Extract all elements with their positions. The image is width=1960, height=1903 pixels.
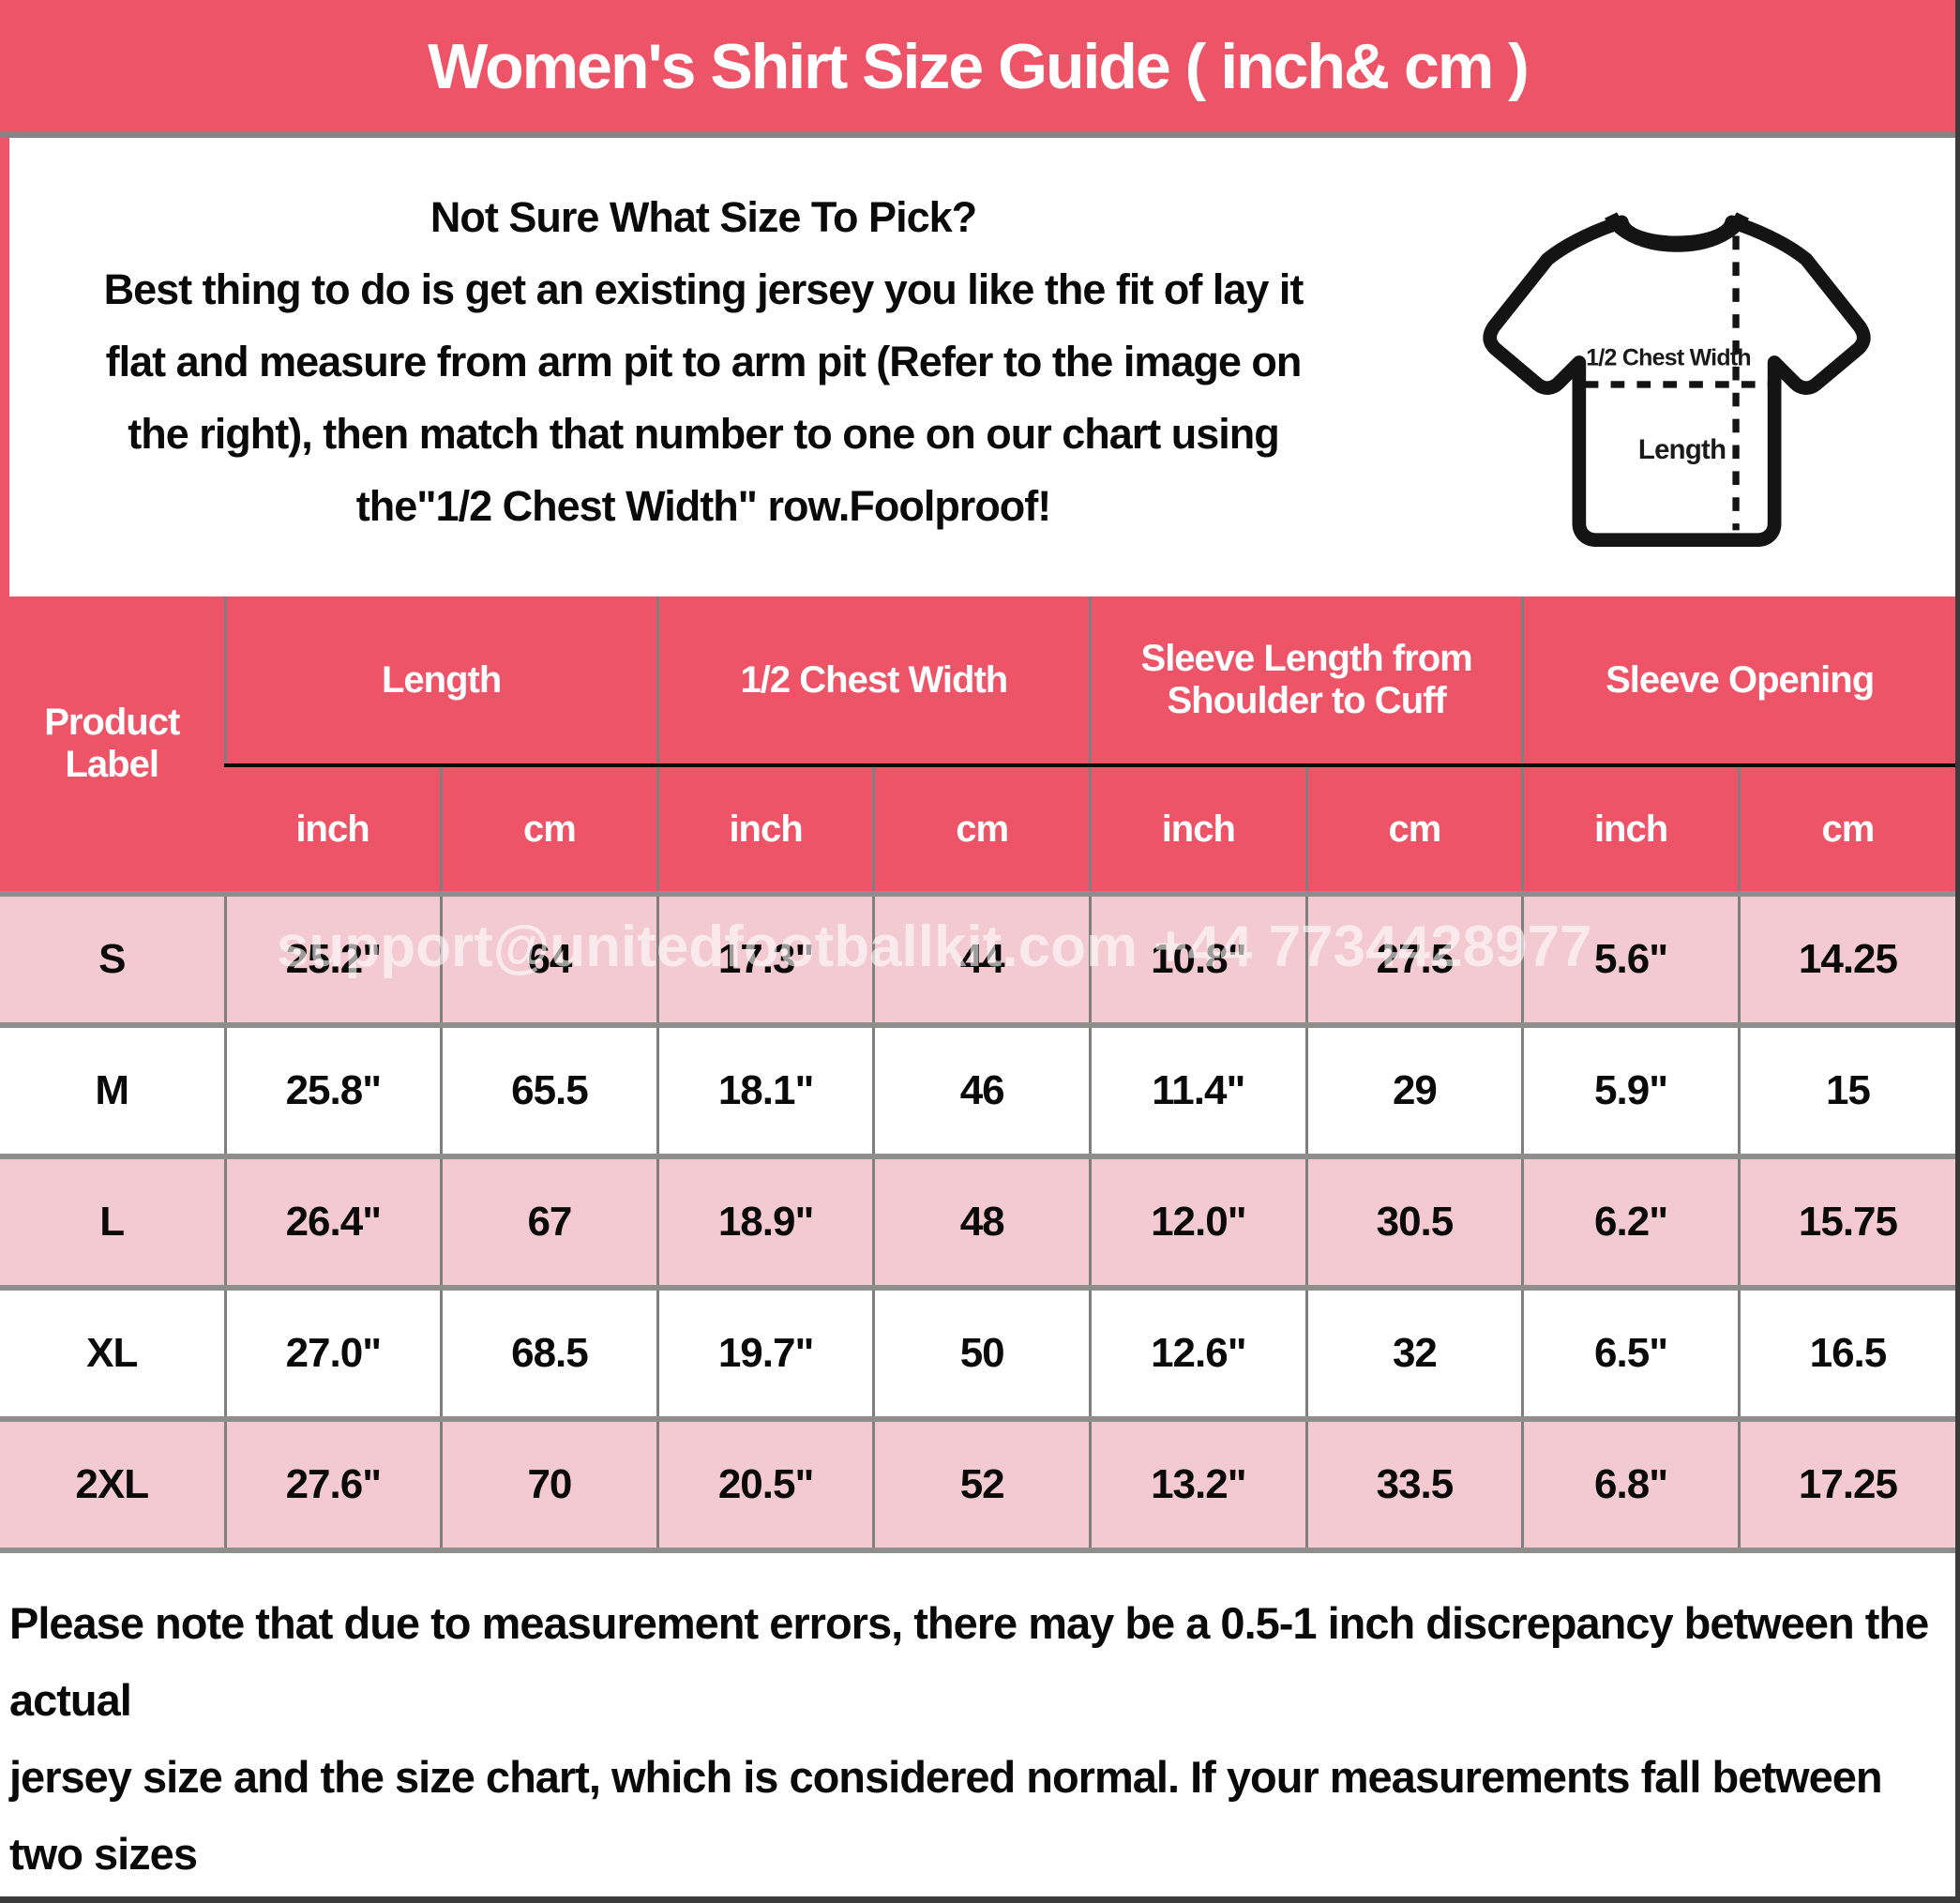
size-value-cell: 13.2"	[1089, 1416, 1307, 1553]
intro-body-line: the right), then match that number to on…	[128, 410, 1280, 458]
size-table-wrap: Product Label Length 1/2 Chest Width Sle…	[0, 597, 1955, 1553]
unit-header: cm	[1737, 763, 1955, 894]
size-value-cell: 15.75	[1737, 1154, 1955, 1288]
size-value-cell: 52	[872, 1416, 1091, 1553]
unit-header: cm	[440, 763, 658, 894]
size-value-cell: 68.5	[440, 1285, 658, 1419]
size-value-cell: 14.25	[1737, 891, 1955, 1025]
size-value-cell: 12.6"	[1089, 1285, 1307, 1419]
intro-section: Not Sure What Size To Pick? Best thing t…	[0, 138, 1955, 597]
chest-width-label: 1/2 Chest Width	[1586, 344, 1751, 370]
size-value-cell: 6.8"	[1521, 1416, 1740, 1553]
note-section: Please note that due to measurement erro…	[0, 1553, 1955, 1896]
unit-header: inch	[1521, 763, 1740, 894]
size-value-cell: 12.0"	[1089, 1154, 1307, 1288]
group-header-length: Length	[223, 597, 658, 765]
size-value-cell: 29	[1304, 1022, 1523, 1156]
row-label: M	[0, 1022, 225, 1156]
size-value-cell: 67	[440, 1154, 658, 1288]
size-value-cell: 19.7"	[656, 1285, 874, 1419]
size-value-cell: 46	[872, 1022, 1091, 1156]
unit-header: cm	[872, 763, 1091, 894]
size-value-cell: 27.6"	[223, 1416, 442, 1553]
table-row-l: L 26.4" 67 18.9" 48 12.0" 30.5 6.2" 15.7…	[0, 1154, 1955, 1288]
table-row-m: M 25.8" 65.5 18.1" 46 11.4" 29 5.9" 15	[0, 1022, 1955, 1156]
intro-body-line: Best thing to do is get an existing jers…	[103, 265, 1304, 313]
note-line: jersey size and the size chart, which is…	[9, 1752, 1883, 1879]
length-label: Length	[1637, 434, 1725, 465]
size-value-cell: 17.25	[1737, 1416, 1955, 1553]
intro-heading: Not Sure What Size To Pick?	[430, 193, 977, 241]
size-value-cell: 6.2"	[1521, 1154, 1740, 1288]
table-row-s: S 25.2" 64 17.3" 44 10.8" 27.5 5.6" 14.2…	[0, 891, 1955, 1025]
size-value-cell: 16.5	[1737, 1285, 1955, 1419]
page-title: Women's Shirt Size Guide ( inch& cm )	[428, 30, 1530, 102]
size-value-cell: 18.1"	[656, 1022, 874, 1156]
row-label: 2XL	[0, 1416, 225, 1553]
unit-header: cm	[1304, 763, 1523, 894]
size-value-cell: 5.9"	[1521, 1022, 1740, 1156]
note-line: or if you are overweight or have a muscu…	[9, 1893, 1942, 1896]
size-value-cell: 17.3"	[656, 891, 874, 1025]
group-header-sleeve-length: Sleeve Length from Shoulder to Cuff	[1088, 597, 1523, 765]
size-value-cell: 26.4"	[223, 1154, 442, 1288]
size-value-cell: 48	[872, 1154, 1091, 1288]
intro-text-block: Not Sure What Size To Pick? Best thing t…	[9, 138, 1397, 597]
size-value-cell: 6.5"	[1521, 1285, 1740, 1419]
size-table: Product Label Length 1/2 Chest Width Sle…	[0, 597, 1955, 1553]
size-value-cell: 44	[872, 891, 1091, 1025]
size-value-cell: 11.4"	[1089, 1022, 1307, 1156]
unit-header: inch	[1089, 763, 1307, 894]
row-label: L	[0, 1154, 225, 1288]
group-header-chest: 1/2 Chest Width	[656, 597, 1091, 765]
intro-body-line: the"1/2 Chest Width" row.Foolproof!	[355, 482, 1052, 530]
size-value-cell: 20.5"	[656, 1416, 874, 1553]
row-label: S	[0, 891, 225, 1025]
row-label: XL	[0, 1285, 225, 1419]
size-value-cell: 18.9"	[656, 1154, 874, 1288]
tshirt-icon: 1/2 Chest Width Length	[1482, 211, 1871, 547]
intro-body-line: flat and measure from arm pit to arm pit…	[105, 338, 1303, 385]
group-header-sleeve-opening: Sleeve Opening	[1521, 597, 1955, 765]
table-row-xl: XL 27.0" 68.5 19.7" 50 12.6" 32 6.5" 16.…	[0, 1285, 1955, 1419]
size-value-cell: 30.5	[1304, 1154, 1523, 1288]
size-value-cell: 25.2"	[223, 891, 442, 1025]
title-banner: Women's Shirt Size Guide ( inch& cm )	[0, 0, 1955, 138]
size-value-cell: 27.0"	[223, 1285, 442, 1419]
size-value-cell: 5.6"	[1521, 891, 1740, 1025]
size-value-cell: 10.8"	[1089, 891, 1307, 1025]
size-value-cell: 15	[1737, 1022, 1955, 1156]
shirt-measurement-diagram: 1/2 Chest Width Length	[1397, 138, 1955, 597]
size-value-cell: 33.5	[1304, 1416, 1523, 1553]
size-value-cell: 25.8"	[223, 1022, 442, 1156]
corner-header: Product Label	[0, 597, 225, 894]
size-value-cell: 64	[440, 891, 658, 1025]
size-value-cell: 32	[1304, 1285, 1523, 1419]
note-line: Please note that due to measurement erro…	[9, 1598, 1929, 1725]
size-value-cell: 65.5	[440, 1022, 658, 1156]
unit-header: inch	[656, 763, 874, 894]
size-value-cell: 70	[440, 1416, 658, 1553]
size-value-cell: 27.5	[1304, 891, 1523, 1025]
table-row-2xl: 2XL 27.6" 70 20.5" 52 13.2" 33.5 6.8" 17…	[0, 1416, 1955, 1553]
size-value-cell: 50	[872, 1285, 1091, 1419]
unit-header: inch	[225, 763, 442, 894]
